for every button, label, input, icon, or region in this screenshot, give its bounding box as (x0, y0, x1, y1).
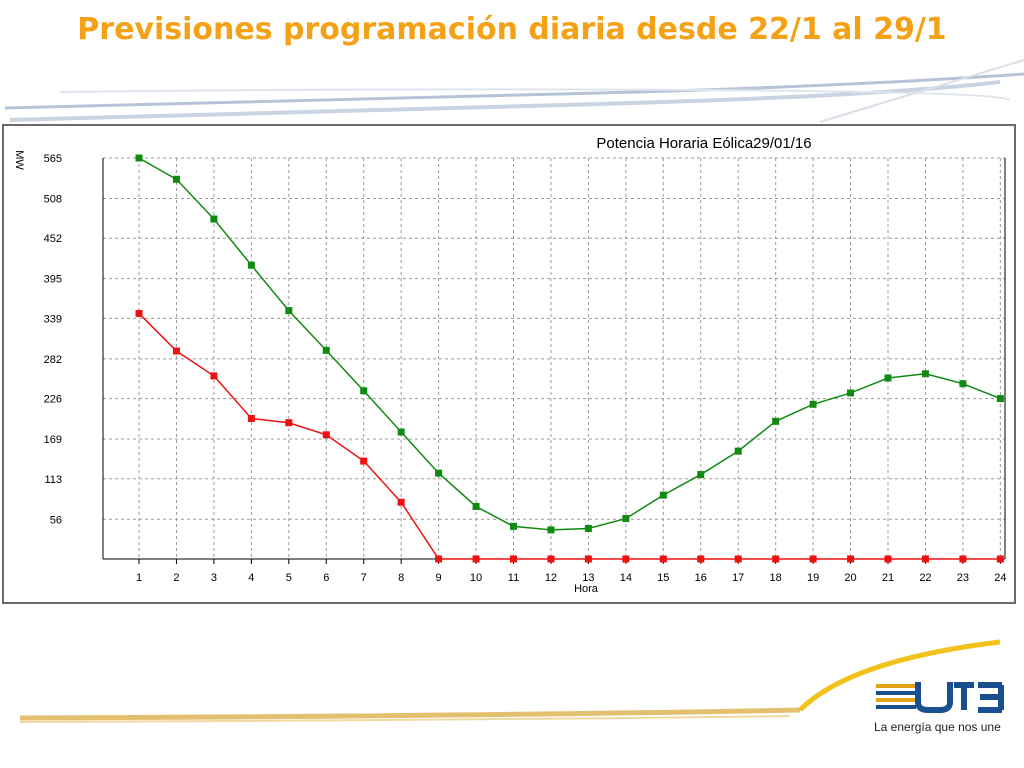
y-tick-label: 56 (50, 514, 62, 526)
x-tick-label: 22 (919, 572, 931, 584)
data-point (172, 175, 180, 183)
chart-title: Potencia Horaria Eólica29/01/16 (596, 135, 811, 152)
data-point (322, 431, 330, 439)
x-tick-label: 5 (286, 572, 292, 584)
x-tick-label: 17 (732, 572, 744, 584)
data-point (247, 414, 255, 422)
data-point (285, 419, 293, 427)
x-tick-label: 21 (882, 572, 894, 584)
x-tick-label: 11 (508, 572, 519, 584)
data-point (921, 555, 929, 563)
data-point (921, 370, 929, 378)
data-point (510, 555, 517, 563)
chart-frame: Potencia Horaria Eólica29/01/16 MW Hora … (2, 124, 1016, 604)
y-tick-label: 226 (44, 394, 62, 406)
data-point (809, 555, 817, 563)
data-point (472, 502, 480, 510)
data-point (884, 374, 892, 382)
data-point (697, 555, 705, 563)
footer-decoration (19, 639, 1004, 723)
data-point (622, 515, 630, 523)
x-tick-label: 23 (957, 572, 969, 584)
x-tick-labels: 1 2 3 4 5 6 7 8 9 10 11 12 13 14 15 16 17 18 19 20 21 22 23 24 (136, 572, 1007, 584)
x-axis-title: Hora (574, 583, 599, 595)
data-point (285, 307, 293, 315)
x-tick-label: 9 (436, 572, 442, 584)
series (135, 154, 1004, 563)
data-point (697, 471, 705, 479)
data-point (397, 428, 405, 436)
y-tick-label: 169 (44, 434, 62, 446)
y-tick-label: 339 (44, 313, 62, 325)
series-line-1 (138, 312, 1001, 560)
slide-title: Previsiones programación diaria desde 22… (77, 12, 947, 47)
data-point (996, 395, 1004, 403)
data-point (247, 261, 255, 269)
data-point (734, 447, 742, 455)
data-point (172, 347, 180, 355)
header-swoosh-decoration (4, 59, 1024, 123)
x-tick-label: 8 (398, 572, 404, 584)
y-tick-label: 565 (44, 153, 62, 165)
data-point (397, 498, 405, 506)
data-point (959, 555, 967, 563)
x-tick-label: 3 (211, 572, 217, 584)
logo-tagline: La energía que nos une (874, 720, 1001, 734)
x-tick-label: 6 (323, 572, 329, 584)
x-tick-label: 19 (807, 572, 819, 584)
data-point (809, 400, 817, 408)
data-point (659, 555, 667, 563)
y-tick-label: 452 (44, 233, 62, 245)
data-point (472, 555, 480, 563)
x-tick-label: 7 (361, 572, 367, 584)
y-tick-label: 508 (44, 193, 62, 205)
data-point (547, 526, 555, 534)
axes (102, 158, 1006, 564)
x-tick-label: 4 (248, 572, 254, 584)
data-point (772, 555, 780, 563)
data-point (210, 372, 218, 380)
data-point (135, 309, 143, 317)
data-point (959, 380, 967, 388)
y-tick-label: 395 (44, 274, 62, 286)
data-point (659, 491, 667, 499)
data-point (847, 555, 855, 563)
data-point (360, 387, 368, 395)
x-tick-label: 1 (136, 572, 142, 584)
data-point (734, 555, 742, 563)
data-point (884, 555, 892, 563)
grid (103, 157, 1005, 559)
x-tick-label: 12 (545, 572, 557, 584)
data-point (584, 524, 592, 532)
data-point (547, 555, 555, 563)
data-point (847, 389, 855, 397)
y-tick-label: 282 (44, 354, 62, 366)
series-line-0 (138, 157, 1001, 531)
data-point (584, 555, 592, 563)
x-tick-label: 2 (173, 572, 179, 584)
data-point (435, 469, 443, 477)
data-point (772, 417, 780, 425)
x-tick-label: 18 (770, 572, 782, 584)
data-point (135, 154, 143, 162)
y-tick-label: 113 (44, 474, 62, 486)
x-tick-label: 15 (657, 572, 669, 584)
x-tick-label: 20 (844, 572, 856, 584)
chart: Potencia Horaria Eólica29/01/16 MW Hora … (13, 135, 1007, 595)
y-axis-title: MW (13, 150, 25, 170)
data-point (435, 555, 443, 563)
x-tick-label: 24 (994, 572, 1006, 584)
data-point (622, 555, 630, 563)
x-tick-label: 16 (695, 572, 707, 584)
y-tick-labels: 56 113 169 226 282 339 395 452 508 565 (44, 153, 62, 526)
x-tick-label: 14 (620, 572, 632, 584)
x-tick-label: 10 (470, 572, 482, 584)
ute-logo-icon (876, 682, 1004, 713)
data-point (322, 346, 330, 354)
data-point (360, 457, 368, 465)
data-point (510, 522, 517, 530)
data-point (996, 555, 1004, 563)
data-point (210, 215, 218, 223)
x-tick-label: 13 (582, 572, 594, 584)
